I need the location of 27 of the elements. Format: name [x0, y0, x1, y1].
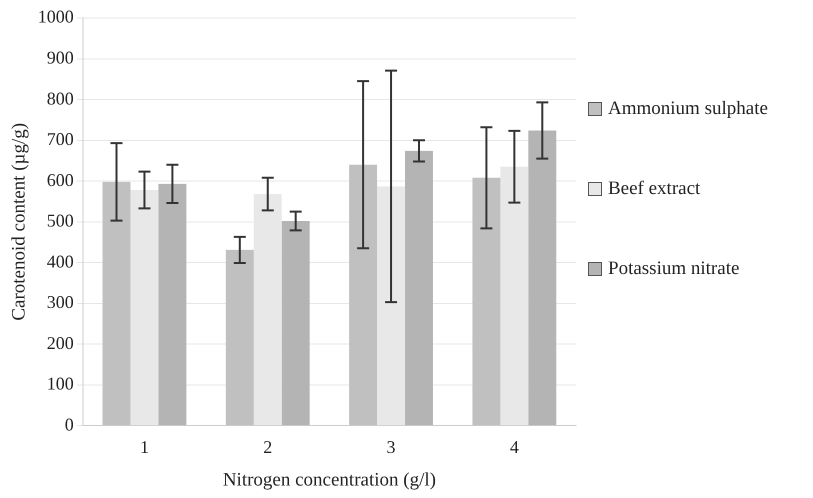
bar	[158, 184, 186, 426]
y-tick-label: 600	[46, 170, 74, 190]
bar	[377, 186, 406, 426]
x-tick-label: 1	[140, 437, 149, 458]
y-tick-label: 300	[46, 292, 74, 312]
x-axis-title: Nitrogen concentration (g/l)	[222, 470, 436, 491]
bar	[528, 130, 556, 426]
y-tick-label: 500	[46, 210, 74, 231]
y-tick-label: 900	[46, 47, 74, 68]
y-tick-label: 1000	[38, 6, 74, 27]
legend-label: Ammonium sulphate	[608, 98, 768, 120]
y-tick-label: 100	[46, 374, 74, 394]
y-tick-label: 0	[64, 414, 74, 434]
bar	[130, 190, 158, 426]
x-tick-label: 3	[386, 437, 396, 458]
legend-label: Beef extract	[608, 178, 700, 200]
y-axis-title: Carotenoid content (µg/g)	[8, 122, 30, 321]
bar	[282, 220, 310, 426]
bar	[405, 150, 433, 426]
legend-label: Potassium nitrate	[608, 258, 740, 280]
y-tick-label: 400	[46, 251, 74, 272]
y-tick-label: 800	[46, 88, 74, 108]
bar	[500, 166, 528, 426]
x-tick-label: 2	[263, 437, 272, 458]
x-tick-label: 4	[510, 437, 519, 458]
y-tick-label: 700	[46, 129, 74, 150]
y-tick-label: 200	[46, 332, 74, 353]
